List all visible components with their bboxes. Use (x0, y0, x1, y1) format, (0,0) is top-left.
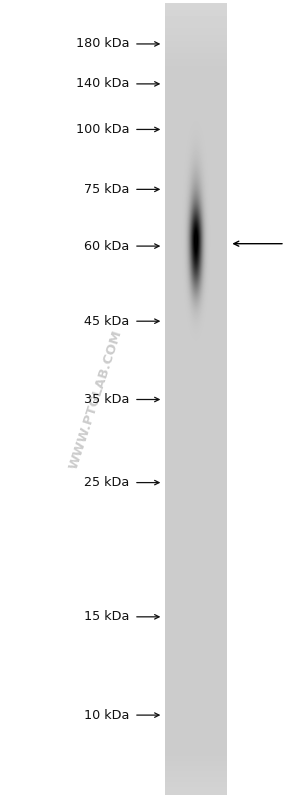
Text: 45 kDa: 45 kDa (84, 315, 129, 328)
Text: 10 kDa: 10 kDa (84, 709, 129, 721)
Text: 140 kDa: 140 kDa (76, 78, 129, 90)
Text: 60 kDa: 60 kDa (84, 240, 129, 252)
Text: 15 kDa: 15 kDa (84, 610, 129, 623)
Text: 35 kDa: 35 kDa (84, 393, 129, 406)
Text: WWW.PTGLAB.COM: WWW.PTGLAB.COM (67, 328, 124, 471)
Text: 100 kDa: 100 kDa (76, 123, 129, 136)
Text: 75 kDa: 75 kDa (84, 183, 129, 196)
Text: 180 kDa: 180 kDa (76, 38, 129, 50)
Text: 25 kDa: 25 kDa (84, 476, 129, 489)
